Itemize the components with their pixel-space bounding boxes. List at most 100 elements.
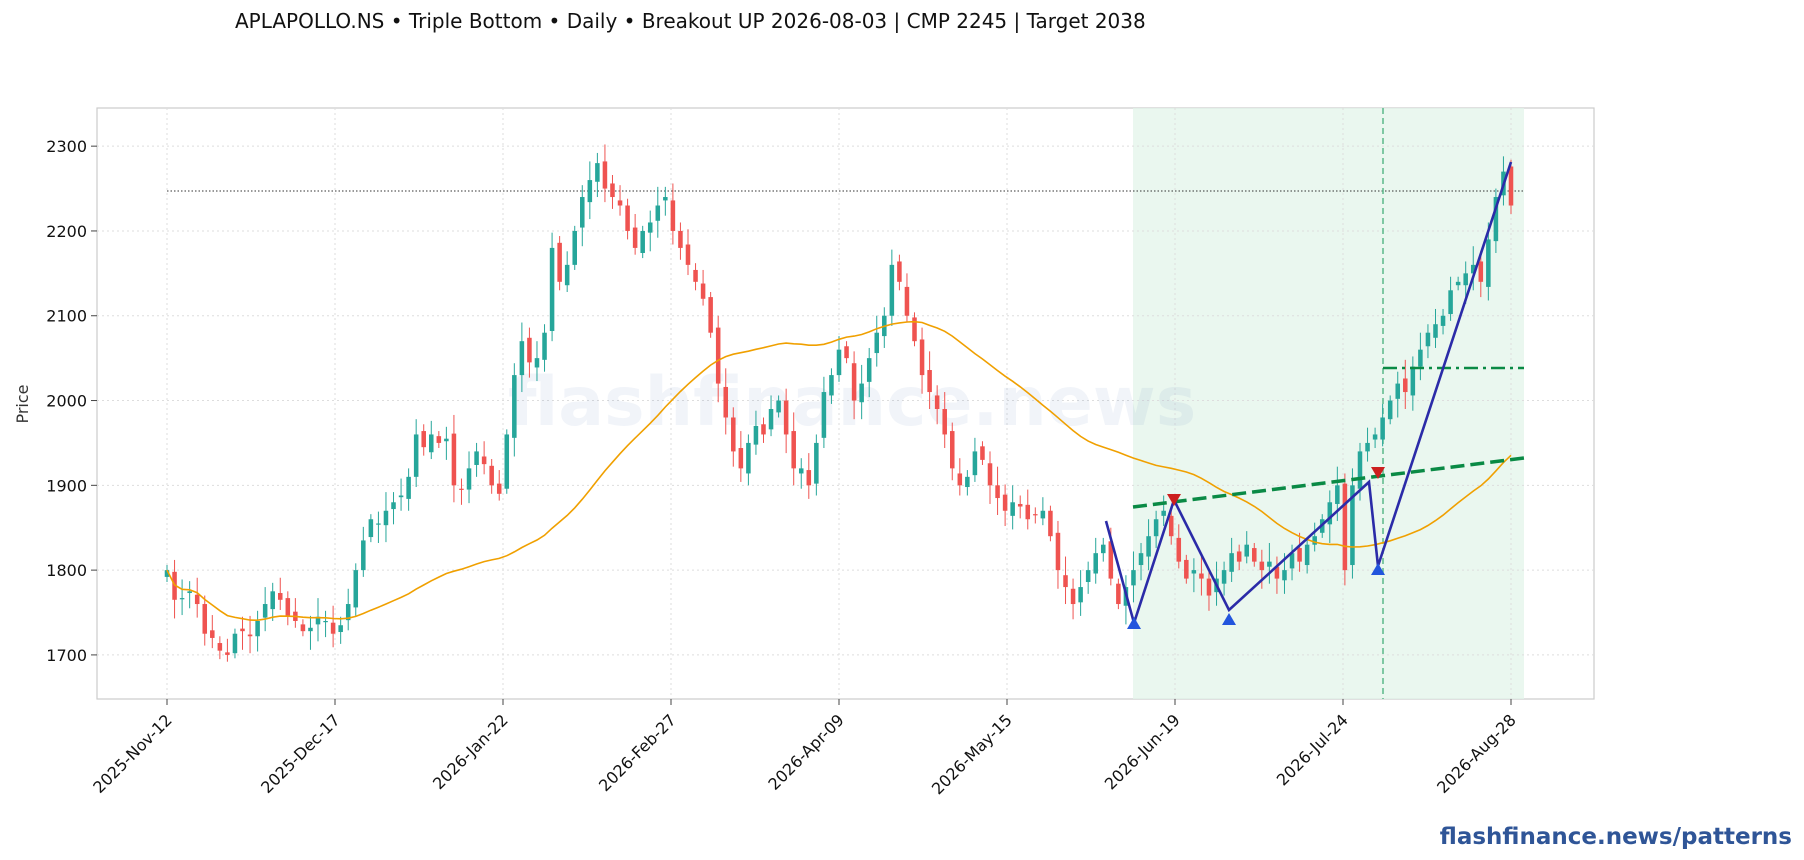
candle xyxy=(1365,427,1370,462)
candle xyxy=(678,222,683,260)
candle xyxy=(580,185,585,247)
candle xyxy=(202,595,208,646)
candle-body xyxy=(957,473,963,486)
candle xyxy=(1002,484,1008,527)
candle-body xyxy=(768,409,774,430)
candle xyxy=(934,385,940,425)
candle xyxy=(1380,403,1385,447)
candle-body xyxy=(217,643,223,651)
candle xyxy=(1153,510,1159,549)
candle xyxy=(315,598,321,642)
candle-body xyxy=(572,230,577,265)
y-tick-label: 2300 xyxy=(46,137,87,156)
candle-body xyxy=(1448,290,1453,315)
candle xyxy=(466,451,472,504)
candle-body xyxy=(1304,544,1310,566)
candle xyxy=(904,273,910,323)
candle-body xyxy=(398,495,404,498)
x-tick-label: 2026-Jul-24 xyxy=(1273,710,1352,789)
candle-body xyxy=(1206,578,1212,596)
candle xyxy=(512,363,517,457)
moving-average-line xyxy=(166,320,1512,622)
candle xyxy=(1078,570,1083,616)
candle-body xyxy=(1252,548,1257,562)
candle-body xyxy=(980,446,985,460)
candle-body xyxy=(587,180,593,203)
candle-body xyxy=(225,652,230,655)
candle-body xyxy=(693,269,698,282)
candle xyxy=(640,225,645,259)
candle-body xyxy=(1078,587,1083,603)
candle xyxy=(383,492,389,543)
candle-body xyxy=(783,400,789,435)
candle-body xyxy=(632,227,638,248)
candle-body xyxy=(376,523,381,525)
candle xyxy=(957,458,963,496)
candle-body xyxy=(527,337,532,363)
candle xyxy=(338,616,343,644)
candle-body xyxy=(685,244,691,265)
candle xyxy=(949,422,955,481)
candle xyxy=(1161,495,1166,527)
candle-body xyxy=(1017,503,1023,507)
candle xyxy=(1440,308,1446,335)
candle-body xyxy=(1055,532,1061,571)
candle xyxy=(663,186,668,216)
candle xyxy=(1168,509,1174,545)
candle xyxy=(1116,578,1121,610)
candle-body xyxy=(987,463,993,486)
candle-body xyxy=(814,442,819,484)
candle xyxy=(995,466,1000,516)
candle-body xyxy=(731,417,736,452)
candle-body xyxy=(776,400,781,413)
candle xyxy=(897,254,902,291)
candle-body xyxy=(934,395,940,410)
candle xyxy=(1252,542,1257,567)
candle-body xyxy=(164,570,170,577)
candle xyxy=(194,577,200,618)
candle xyxy=(1101,537,1106,562)
candle-body xyxy=(617,200,623,206)
candle-body xyxy=(1033,514,1038,516)
candle-body xyxy=(647,222,653,233)
candle xyxy=(1040,497,1046,526)
candle-body xyxy=(904,286,910,316)
candle xyxy=(1448,276,1453,321)
candle xyxy=(1395,371,1401,418)
candle xyxy=(225,638,230,662)
candle-body xyxy=(1108,541,1114,579)
candle xyxy=(489,459,494,494)
candle xyxy=(723,368,729,435)
x-tick-label: 2026-Jun-19 xyxy=(1101,710,1184,793)
candle xyxy=(632,213,638,255)
candle-body xyxy=(1191,570,1197,574)
candle xyxy=(708,291,713,338)
candle-body xyxy=(700,283,706,299)
candle xyxy=(300,619,306,637)
candle-body xyxy=(1101,544,1106,554)
candle xyxy=(459,478,464,505)
candle-body xyxy=(1176,537,1182,562)
candle xyxy=(444,426,449,460)
candle-body xyxy=(1221,570,1227,584)
candle xyxy=(308,615,313,650)
candle-body xyxy=(949,431,955,469)
candle xyxy=(693,263,698,291)
candle-body xyxy=(1312,536,1317,545)
candle xyxy=(1486,222,1491,301)
candle xyxy=(972,437,978,482)
candle-body xyxy=(912,317,917,342)
candle-body xyxy=(738,448,744,469)
candle-body xyxy=(678,230,683,248)
candle xyxy=(1244,531,1249,564)
candle-body xyxy=(1289,553,1295,569)
candle-body xyxy=(481,456,487,465)
candle xyxy=(768,395,774,437)
candle-body xyxy=(1433,324,1438,338)
candle xyxy=(610,174,615,209)
candle xyxy=(1267,542,1272,584)
x-tick-label: 2026-Aug-28 xyxy=(1433,710,1520,797)
candle xyxy=(413,419,419,488)
candle-body xyxy=(1335,485,1340,504)
candle xyxy=(919,327,925,394)
